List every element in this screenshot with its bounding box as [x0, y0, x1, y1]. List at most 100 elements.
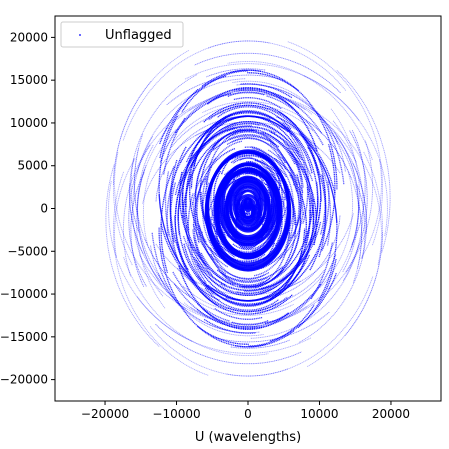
uv-track [202, 102, 297, 127]
legend: Unflagged [60, 21, 184, 48]
uv-track [268, 86, 338, 143]
uv-track [231, 137, 287, 170]
uv-track [182, 215, 227, 286]
uv-track [285, 115, 322, 202]
uv-track [286, 126, 311, 192]
uv-track [262, 242, 276, 261]
uv-track [303, 74, 360, 121]
uv-track [174, 215, 211, 302]
uv-track [265, 184, 302, 285]
uv-track [264, 283, 322, 325]
uv-track [205, 129, 254, 185]
uv-track [267, 107, 332, 246]
uv-track [209, 247, 265, 280]
uv-track [304, 119, 363, 269]
uv-track [260, 159, 278, 182]
uv-track [271, 140, 374, 323]
data-points [105, 40, 391, 377]
uv-track [232, 157, 252, 164]
uv-track [319, 171, 354, 288]
uv-track [130, 158, 140, 233]
uv-track [177, 198, 215, 295]
legend-label-unflagged: Unflagged [105, 28, 172, 43]
y-tick-label: −5000 [7, 244, 48, 258]
uv-track [241, 204, 255, 222]
uv-track [360, 158, 382, 260]
uv-track [113, 171, 209, 376]
uv-track [344, 151, 384, 336]
x-axis: −20000 −10000 0 10000 20000 [81, 401, 410, 421]
uv-track [196, 247, 257, 286]
uv-track [242, 198, 315, 288]
uv-track [233, 97, 282, 109]
uv-track [174, 125, 276, 196]
uv-track [187, 193, 207, 284]
y-axis: 20000 15000 10000 5000 0 −5000 −10000 −15000 −20… [0, 30, 55, 387]
x-tick-label: 0 [244, 407, 252, 421]
uv-track [144, 238, 294, 316]
uv-track [242, 232, 291, 288]
x-axis-label: U (wavelengths) [195, 430, 301, 445]
uv-track [224, 214, 341, 302]
uv-track [225, 122, 314, 182]
uv-track [155, 323, 302, 365]
uv-track [164, 171, 229, 310]
uv-track [181, 192, 236, 286]
uv-track [234, 329, 295, 348]
uv-track [333, 131, 359, 248]
uv-track [317, 157, 326, 235]
uv-track [194, 132, 231, 233]
uv-track [273, 213, 354, 293]
uv-track [199, 290, 294, 315]
uv-track [105, 164, 160, 348]
uv-track [137, 144, 171, 290]
uv-track [129, 183, 161, 282]
uv-track [232, 88, 323, 134]
uv-track [214, 308, 263, 320]
uv-track [273, 157, 307, 243]
uv-track [315, 111, 345, 185]
y-tick-label: 15000 [10, 73, 48, 87]
uv-track [220, 156, 234, 175]
uv-track [181, 70, 248, 113]
uv-track [211, 254, 311, 302]
uv-track [251, 221, 276, 252]
uv-track [194, 52, 341, 94]
uv-track [217, 284, 290, 308]
uv-track [172, 92, 306, 124]
x-tick-label: 10000 [300, 407, 338, 421]
uv-track [206, 109, 279, 133]
uv-track [193, 256, 270, 291]
uv-track [122, 40, 270, 142]
uv-track [116, 259, 312, 354]
x-tick-label: 20000 [372, 407, 410, 421]
uv-track [160, 223, 220, 301]
uv-track [225, 153, 279, 170]
uv-track [269, 131, 314, 202]
uv-track [222, 273, 268, 284]
uv-track [232, 130, 276, 146]
uv-track [230, 155, 251, 164]
uv-track [352, 201, 363, 283]
uv-track [228, 133, 274, 144]
uv-track [289, 133, 309, 224]
uv-track [248, 304, 315, 347]
uv-track [172, 104, 242, 143]
uv-track [113, 50, 190, 185]
uv-track [206, 68, 266, 78]
uv-track [200, 128, 242, 179]
uv-track [310, 107, 359, 252]
uv-track [254, 159, 297, 238]
uv-track [335, 135, 367, 234]
uv-track [260, 173, 302, 270]
uv-track [245, 172, 258, 177]
uv-track [208, 172, 270, 212]
uv-track [159, 88, 199, 159]
uv-track [194, 121, 341, 174]
uv-track [326, 108, 361, 291]
uv-track [202, 101, 352, 179]
uv-track [185, 225, 210, 291]
uv-track [129, 74, 198, 254]
uv-track [202, 308, 289, 328]
uv-track [199, 179, 242, 258]
